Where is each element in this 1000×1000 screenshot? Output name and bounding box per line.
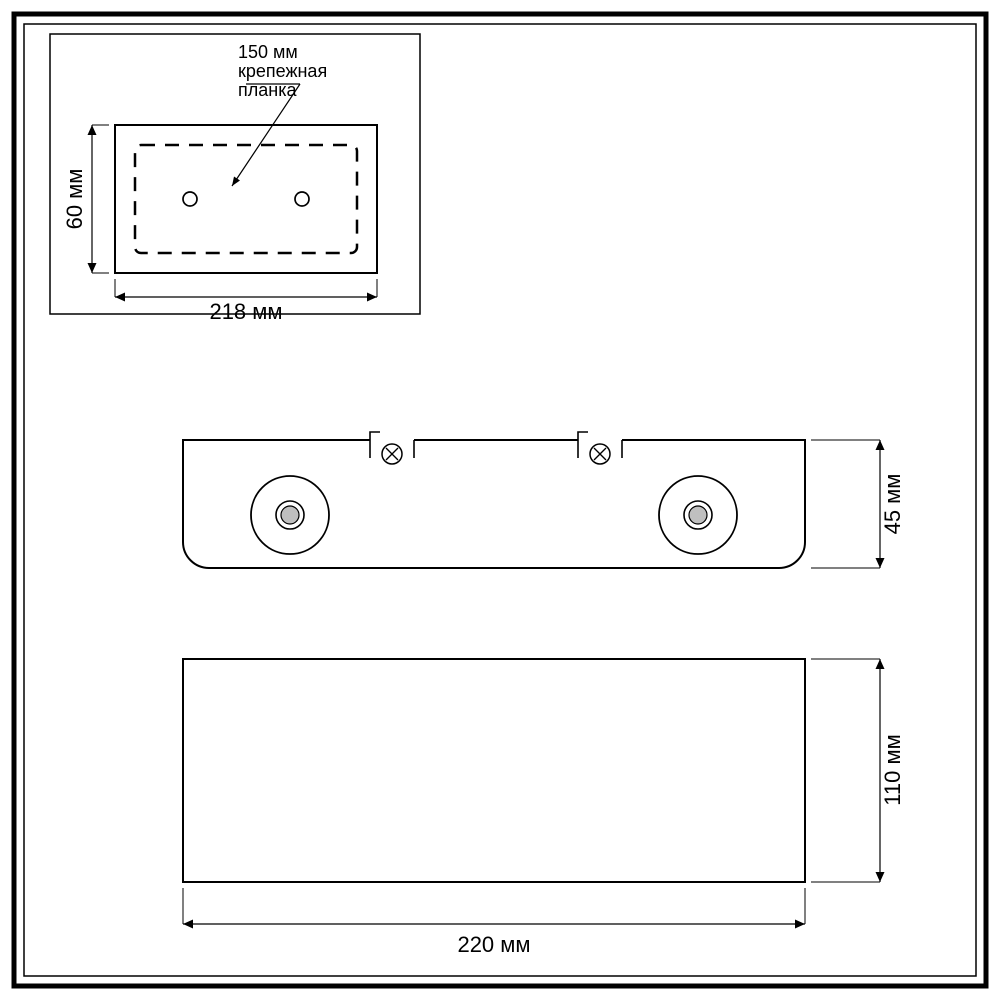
port-0-inner [281, 506, 299, 524]
mounting-hole-1 [295, 192, 309, 206]
side-view: 45 мм [183, 432, 905, 568]
callout-label-line2: планка [238, 80, 297, 100]
dim-front-height: 110 мм [880, 734, 905, 805]
side-view-body [183, 440, 805, 568]
dim-top-width: 218 мм [209, 299, 282, 324]
mounting-hole-0 [183, 192, 197, 206]
top-view-body [115, 125, 377, 273]
dim-side-height: 45 мм [880, 474, 905, 535]
technical-drawing: 150 ммкрепежнаяпланка 60 мм 218 мм 45 мм 110… [0, 0, 1000, 1000]
front-view-body [183, 659, 805, 882]
dim-front-width: 220 мм [457, 932, 530, 957]
dim-top-height: 60 мм [62, 169, 87, 230]
port-1-inner [689, 506, 707, 524]
front-view: 110 мм 220 мм [183, 659, 905, 957]
top-view-panel: 150 ммкрепежнаяпланка 60 мм 218 мм [50, 34, 420, 324]
callout-dimension: 150 мм [238, 42, 298, 62]
mounting-bracket-outline [135, 145, 357, 253]
callout-label-line1: крепежная [238, 61, 327, 81]
